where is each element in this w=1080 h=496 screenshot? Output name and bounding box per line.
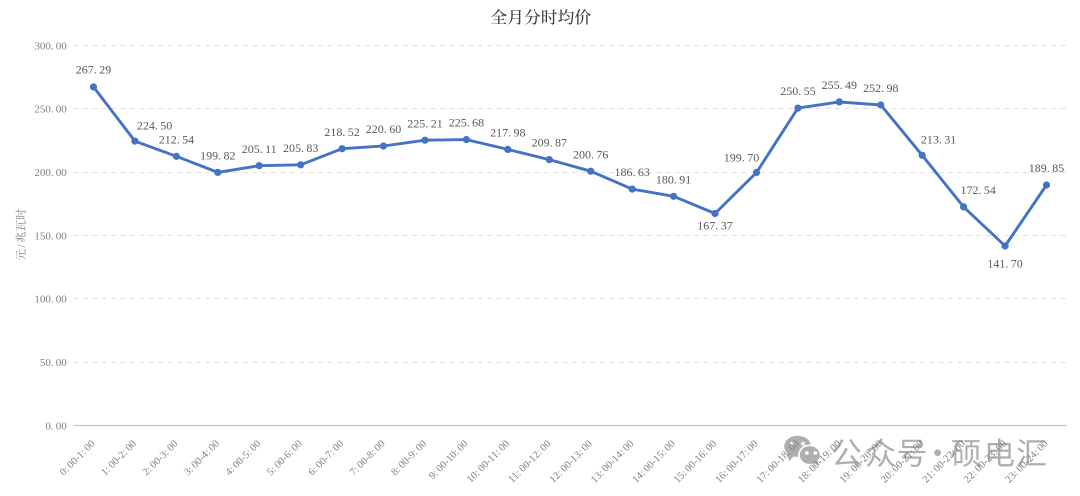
svg-text:200. 76: 200. 76 <box>573 147 608 161</box>
svg-text:189. 85: 189. 85 <box>1029 161 1064 175</box>
svg-text:100. 00: 100. 00 <box>34 294 67 306</box>
svg-text:300. 00: 300. 00 <box>34 40 67 52</box>
svg-text:213. 31: 213. 31 <box>921 132 956 146</box>
svg-text:0. 00: 0. 00 <box>45 420 67 432</box>
svg-text:250. 55: 250. 55 <box>780 84 815 98</box>
svg-text:/: / <box>16 243 28 247</box>
svg-text:218. 52: 218. 52 <box>324 125 359 139</box>
svg-text:205. 83: 205. 83 <box>283 141 318 155</box>
svg-text:180. 91: 180. 91 <box>656 172 691 186</box>
svg-text:150. 00: 150. 00 <box>34 230 67 242</box>
svg-text:186. 63: 186. 63 <box>614 165 649 179</box>
svg-text:217. 98: 217. 98 <box>490 126 525 140</box>
svg-text:199. 82: 199. 82 <box>200 149 235 163</box>
svg-text:224. 50: 224. 50 <box>137 119 172 133</box>
svg-text:200. 00: 200. 00 <box>34 167 67 179</box>
svg-text:172. 54: 172. 54 <box>960 183 995 197</box>
svg-text:141. 70: 141. 70 <box>987 257 1022 271</box>
svg-text:225. 21: 225. 21 <box>407 116 442 130</box>
svg-text:205. 11: 205. 11 <box>242 142 277 156</box>
svg-text:50. 00: 50. 00 <box>40 357 67 369</box>
svg-text:220. 60: 220. 60 <box>366 122 401 136</box>
svg-text:167. 37: 167. 37 <box>697 219 732 233</box>
svg-text:209. 87: 209. 87 <box>532 136 567 150</box>
svg-text:252. 98: 252. 98 <box>863 81 898 95</box>
svg-text:212. 54: 212. 54 <box>159 132 194 146</box>
svg-text:267. 29: 267. 29 <box>76 63 111 77</box>
svg-text:199. 70: 199. 70 <box>724 150 759 164</box>
svg-text:225. 68: 225. 68 <box>449 116 484 130</box>
svg-text:255. 49: 255. 49 <box>822 78 857 92</box>
svg-text:250. 00: 250. 00 <box>34 104 67 116</box>
